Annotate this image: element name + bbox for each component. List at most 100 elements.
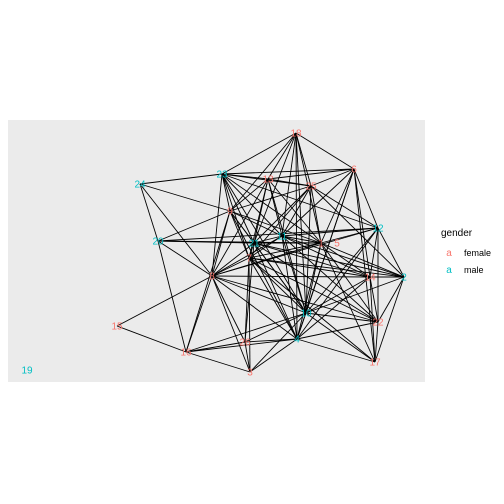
edge-7-26 [244, 257, 250, 343]
edge-16-26 [185, 341, 246, 353]
edge-1-14 [320, 242, 371, 278]
edge-20-12 [157, 227, 379, 242]
edge-7-10 [248, 257, 307, 314]
edge-21-7 [248, 242, 255, 259]
edge-14-22 [369, 276, 379, 323]
edge-1-4 [296, 242, 322, 340]
edge-22-4 [296, 321, 379, 340]
edge-9-11 [229, 210, 283, 237]
edge-16-4 [185, 338, 298, 353]
edge-6-12 [353, 168, 379, 229]
node-label-9: 9 [227, 207, 233, 218]
edge-14-7 [248, 257, 371, 278]
edge-6-11 [281, 168, 355, 237]
edge-11-10 [281, 235, 307, 314]
edge-7-4 [248, 257, 298, 340]
legend-label-male: male [464, 265, 484, 275]
edge-6-13 [267, 168, 355, 180]
node-label-18: 18 [290, 129, 302, 140]
node-label-20: 20 [152, 237, 164, 248]
edge-9-20 [157, 210, 231, 242]
edge-9-7 [229, 210, 250, 259]
edge-21-11 [253, 235, 283, 244]
edge-8-22 [211, 275, 379, 323]
edge-10-22 [305, 312, 379, 323]
edge-6-17 [353, 168, 376, 363]
edge-8-3 [211, 275, 251, 373]
edge-3-4 [249, 338, 298, 373]
edge-9-4 [229, 210, 298, 340]
edge-9-16 [185, 210, 231, 353]
edge-2-17 [374, 276, 405, 363]
node-label-7: 7 [246, 254, 252, 265]
edge-8-4 [211, 275, 298, 340]
edge-6-14 [353, 168, 371, 278]
edge-2-22 [377, 276, 405, 323]
edge-11-12 [281, 227, 379, 237]
edge-15-16 [116, 325, 187, 353]
edges-layer [116, 132, 405, 373]
edge-25-12 [310, 185, 379, 229]
edge-10-26 [244, 312, 307, 343]
edge-11-1 [281, 235, 322, 244]
node-label-17: 17 [369, 358, 381, 369]
edge-2-7 [248, 257, 405, 278]
edge-21-8 [211, 242, 255, 277]
edge-24-23 [139, 173, 223, 185]
node-label-25: 25 [305, 182, 317, 193]
edge-23-1 [221, 173, 322, 244]
edge-20-21 [157, 240, 255, 244]
edge-7-22 [248, 257, 379, 323]
edge-21-14 [253, 242, 371, 278]
edge-9-1 [229, 210, 322, 244]
legend-key-female: a [446, 248, 452, 259]
edge-12-14 [369, 227, 379, 278]
edge-11-8 [211, 235, 283, 277]
edge-16-3 [185, 351, 251, 373]
edge-25-1 [310, 185, 322, 244]
node-label-11: 11 [277, 232, 288, 243]
node-label-16: 16 [180, 348, 192, 359]
edge-8-26 [211, 275, 246, 343]
node-label-12: 12 [372, 224, 384, 235]
edge-25-2 [310, 185, 405, 278]
edge-12-2 [377, 227, 405, 278]
edge-6-25 [310, 168, 355, 187]
edge-25-10 [305, 185, 312, 314]
node-label-26: 26 [239, 338, 251, 349]
edge-18-6 [295, 132, 355, 170]
edge-20-16 [157, 240, 187, 353]
edge-23-8 [211, 173, 223, 277]
edge-25-21 [253, 185, 312, 244]
edge-1-22 [320, 242, 379, 323]
edge-11-7 [248, 235, 283, 259]
edge-13-8 [211, 178, 269, 277]
edge-12-8 [211, 227, 379, 277]
node-label-13: 13 [262, 175, 274, 186]
edge-7-3 [248, 257, 251, 373]
edge-12-4 [296, 227, 379, 340]
node-label-4: 4 [294, 335, 300, 346]
edge-25-9 [229, 185, 312, 212]
edge-21-22 [253, 242, 379, 323]
edge-11-14 [281, 235, 371, 278]
edge-24-8 [139, 183, 213, 277]
edge-10-3 [249, 312, 307, 373]
edge-13-10 [267, 178, 307, 314]
node-label-23: 23 [216, 170, 228, 181]
node-label-8: 8 [209, 272, 215, 283]
edge-23-9 [221, 173, 231, 212]
edge-26-4 [244, 338, 298, 343]
edge-18-23 [221, 132, 297, 175]
edge-13-9 [229, 178, 269, 212]
edge-21-4 [253, 242, 298, 340]
edge-18-11 [281, 132, 297, 237]
edge-10-16 [185, 312, 307, 353]
edge-18-10 [295, 132, 307, 314]
edge-20-8 [157, 240, 213, 277]
node-label-1: 1 [318, 239, 324, 250]
edge-7-17 [248, 257, 376, 363]
node-label-19: 19 [21, 366, 33, 377]
